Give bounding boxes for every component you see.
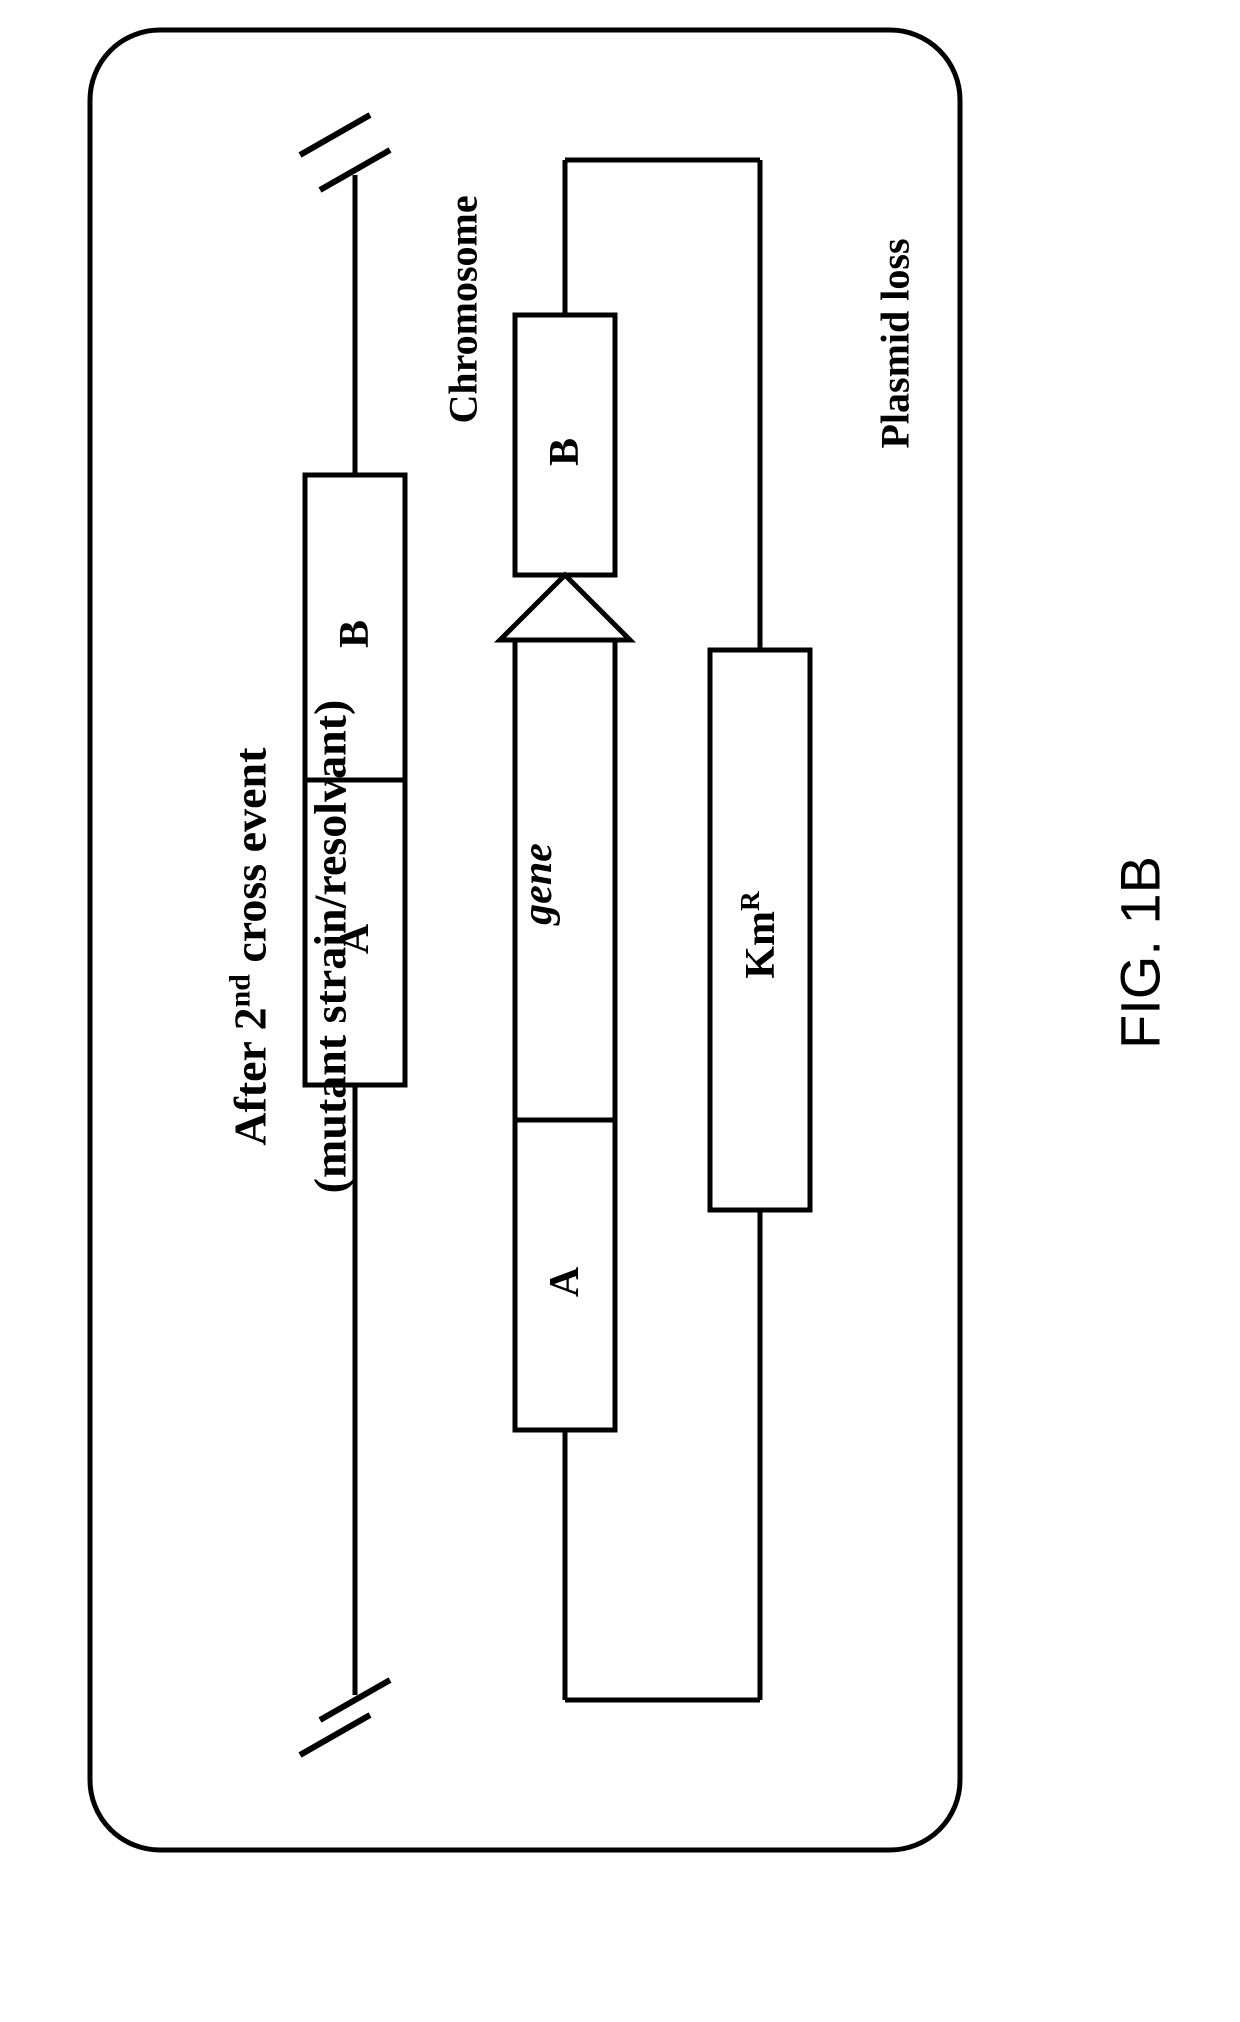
chromosome-label-a: A [331, 914, 379, 964]
plasmid-loss-text: Plasmid loss [872, 129, 919, 449]
plasmid-label-b: B [541, 427, 589, 477]
title-sup: nd [223, 974, 256, 1007]
chromosome-label-b: B [331, 609, 379, 659]
title-line1: After 2nd cross event [223, 647, 276, 1247]
plasmid-km-label: KmR [735, 870, 785, 1000]
figure-canvas: After 2nd cross event (mutant strain/res… [0, 0, 1240, 2022]
title-part1: After 2 [225, 1007, 276, 1145]
chromosome-break-top-1 [300, 115, 370, 155]
km-prefix: Km [738, 911, 784, 979]
diagram-svg [0, 0, 1240, 2022]
km-sup: R [735, 891, 765, 911]
chromosome-text: Chromosome [440, 104, 487, 424]
plasmid-gene-arrowhead [500, 575, 630, 640]
plasmid-gene-label: gene [514, 824, 562, 944]
figure-caption: FIG. 1B [1108, 823, 1173, 1083]
chromosome-break-bot-2 [300, 1715, 370, 1755]
plasmid-label-a: A [541, 1257, 589, 1307]
title-part1b: cross event [225, 748, 276, 975]
